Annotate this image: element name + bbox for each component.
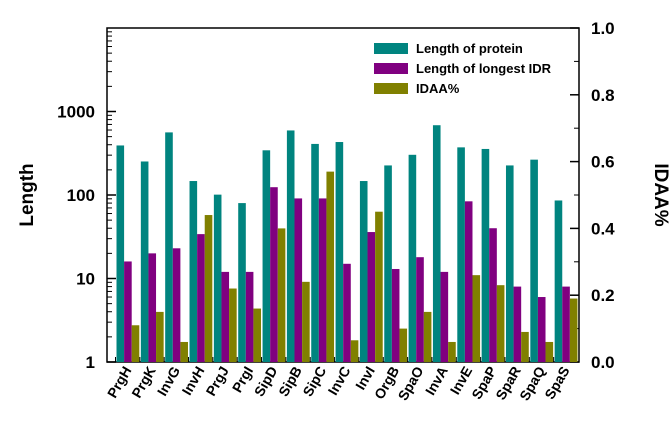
bar-length-of-longest-idr-inve: [464, 201, 473, 362]
bar-length-of-longest-idr-spaq: [537, 297, 546, 362]
bar-length-of-protein-spar: [505, 165, 514, 362]
bar-idaa--spas: [569, 298, 578, 362]
bar-length-of-longest-idr-spas: [562, 286, 570, 362]
category-labels: PrgHPrgKInvGInvHPrgJPrgISipDSipBSipCInvC…: [104, 357, 573, 403]
bar-idaa--prgk: [156, 311, 164, 362]
right-tick-label: 0.0: [591, 353, 615, 372]
left-tick-label: 10: [76, 270, 95, 289]
bar-length-of-protein-sipc: [311, 143, 319, 362]
bar-idaa--spaq: [545, 341, 554, 362]
bar-length-of-longest-idr-sipd: [270, 187, 278, 362]
bar-idaa--sipd: [277, 228, 286, 362]
bar-idaa--invh: [204, 215, 213, 362]
right-axis-title: IDAA%: [650, 163, 671, 226]
left-tick-label: 1000: [57, 103, 95, 122]
category-label-sipb: SipB: [275, 364, 305, 400]
legend-swatch: [374, 83, 408, 94]
bar-length-of-protein-spas: [554, 200, 563, 362]
bar-length-of-protein-orgb: [384, 165, 392, 362]
bar-length-of-longest-idr-sipc: [318, 198, 327, 362]
category-label-spaq: SpaQ: [516, 363, 548, 403]
category-label-invc: InvC: [325, 364, 354, 398]
left-tick-label: 100: [67, 186, 95, 205]
bar-idaa--spar: [521, 331, 529, 362]
bar-length-of-longest-idr-inva: [440, 271, 449, 362]
category-label-prgk: PrgK: [128, 364, 159, 401]
bar-length-of-longest-idr-sipb: [294, 198, 303, 362]
bar-length-of-longest-idr-spar: [513, 286, 522, 362]
bar-length-of-longest-idr-spap: [489, 228, 497, 362]
left-axis-title: Length: [17, 163, 38, 226]
category-label-invg: InvG: [154, 363, 183, 398]
category-label-spas: SpaS: [541, 364, 572, 402]
bar-idaa--sipb: [302, 281, 310, 362]
category-label-invh: InvH: [178, 364, 207, 398]
bar-idaa--invc: [350, 340, 359, 362]
bar-idaa--spao: [423, 311, 432, 362]
legend-label: Length of protein: [416, 41, 523, 56]
right-tick-label: 1.0: [591, 19, 615, 38]
category-label-prgj: PrgJ: [202, 364, 231, 399]
bar-length-of-protein-prgj: [213, 194, 222, 362]
bar-length-of-longest-idr-prgi: [245, 271, 254, 362]
bar-length-of-longest-idr-orgb: [391, 268, 400, 362]
bar-idaa--spap: [496, 285, 505, 362]
bar-length-of-protein-prgh: [116, 145, 125, 362]
bar-length-of-protein-inve: [457, 147, 465, 362]
bar-length-of-protein-invg: [165, 132, 173, 362]
bar-idaa--prgh: [131, 325, 140, 362]
category-label-sipd: SipD: [251, 364, 281, 400]
bar-length-of-longest-idr-prgj: [221, 271, 230, 362]
legend-swatch: [374, 63, 408, 74]
bar-idaa--orgb: [399, 328, 408, 362]
bar-length-of-protein-sipd: [262, 150, 271, 362]
right-tick-label: 0.4: [591, 219, 615, 238]
category-label-spao: SpaO: [394, 363, 426, 403]
bar-length-of-protein-spaq: [530, 159, 538, 362]
left-tick-label: 1: [86, 353, 95, 372]
left-axis: 1 10 100 1000: [57, 103, 116, 372]
bar-length-of-protein-prgi: [238, 203, 246, 362]
bar-length-of-longest-idr-invi: [367, 232, 376, 362]
legend-swatch: [374, 43, 408, 54]
bar-length-of-protein-invh: [189, 181, 198, 362]
bar-idaa--invi: [375, 211, 383, 362]
bar-idaa--prgj: [229, 288, 237, 362]
bar-length-of-protein-inva: [432, 125, 441, 362]
legend-label: IDAA%: [416, 81, 460, 96]
bar-length-of-longest-idr-invh: [197, 234, 205, 362]
legend-label: Length of longest IDR: [416, 61, 552, 76]
bars: [116, 125, 578, 362]
bar-idaa--invg: [180, 341, 188, 362]
category-label-inva: InvA: [422, 364, 451, 398]
left-minor-ticks: [107, 31, 112, 338]
bar-length-of-protein-sipb: [286, 130, 295, 362]
bar-idaa--inva: [448, 341, 456, 362]
bar-length-of-longest-idr-prgk: [148, 253, 157, 362]
bar-length-of-protein-spap: [481, 148, 490, 362]
right-axis: 0.0 0.2 0.4 0.6 0.8 1.0: [570, 19, 615, 372]
bar-length-of-protein-prgk: [140, 161, 149, 362]
right-tick-label: 0.2: [591, 286, 615, 305]
bar-length-of-protein-spao: [408, 154, 417, 362]
bar-idaa--prgi: [253, 308, 262, 362]
bar-length-of-longest-idr-spao: [416, 257, 424, 362]
bar-length-of-longest-idr-invg: [172, 248, 181, 362]
bar-idaa--sipc: [326, 171, 335, 362]
legend: Length of protein Length of longest IDR ID…: [374, 41, 552, 96]
bar-length-of-longest-idr-invc: [343, 263, 351, 362]
right-tick-label: 0.6: [591, 153, 615, 172]
bar-length-of-protein-invc: [335, 142, 344, 362]
bar-idaa--inve: [472, 275, 481, 362]
category-label-prgh: PrgH: [104, 364, 135, 401]
bar-length-of-protein-invi: [359, 181, 368, 362]
category-label-sipc: SipC: [299, 364, 329, 400]
bar-length-of-longest-idr-prgh: [124, 261, 132, 362]
right-tick-label: 0.8: [591, 86, 615, 105]
